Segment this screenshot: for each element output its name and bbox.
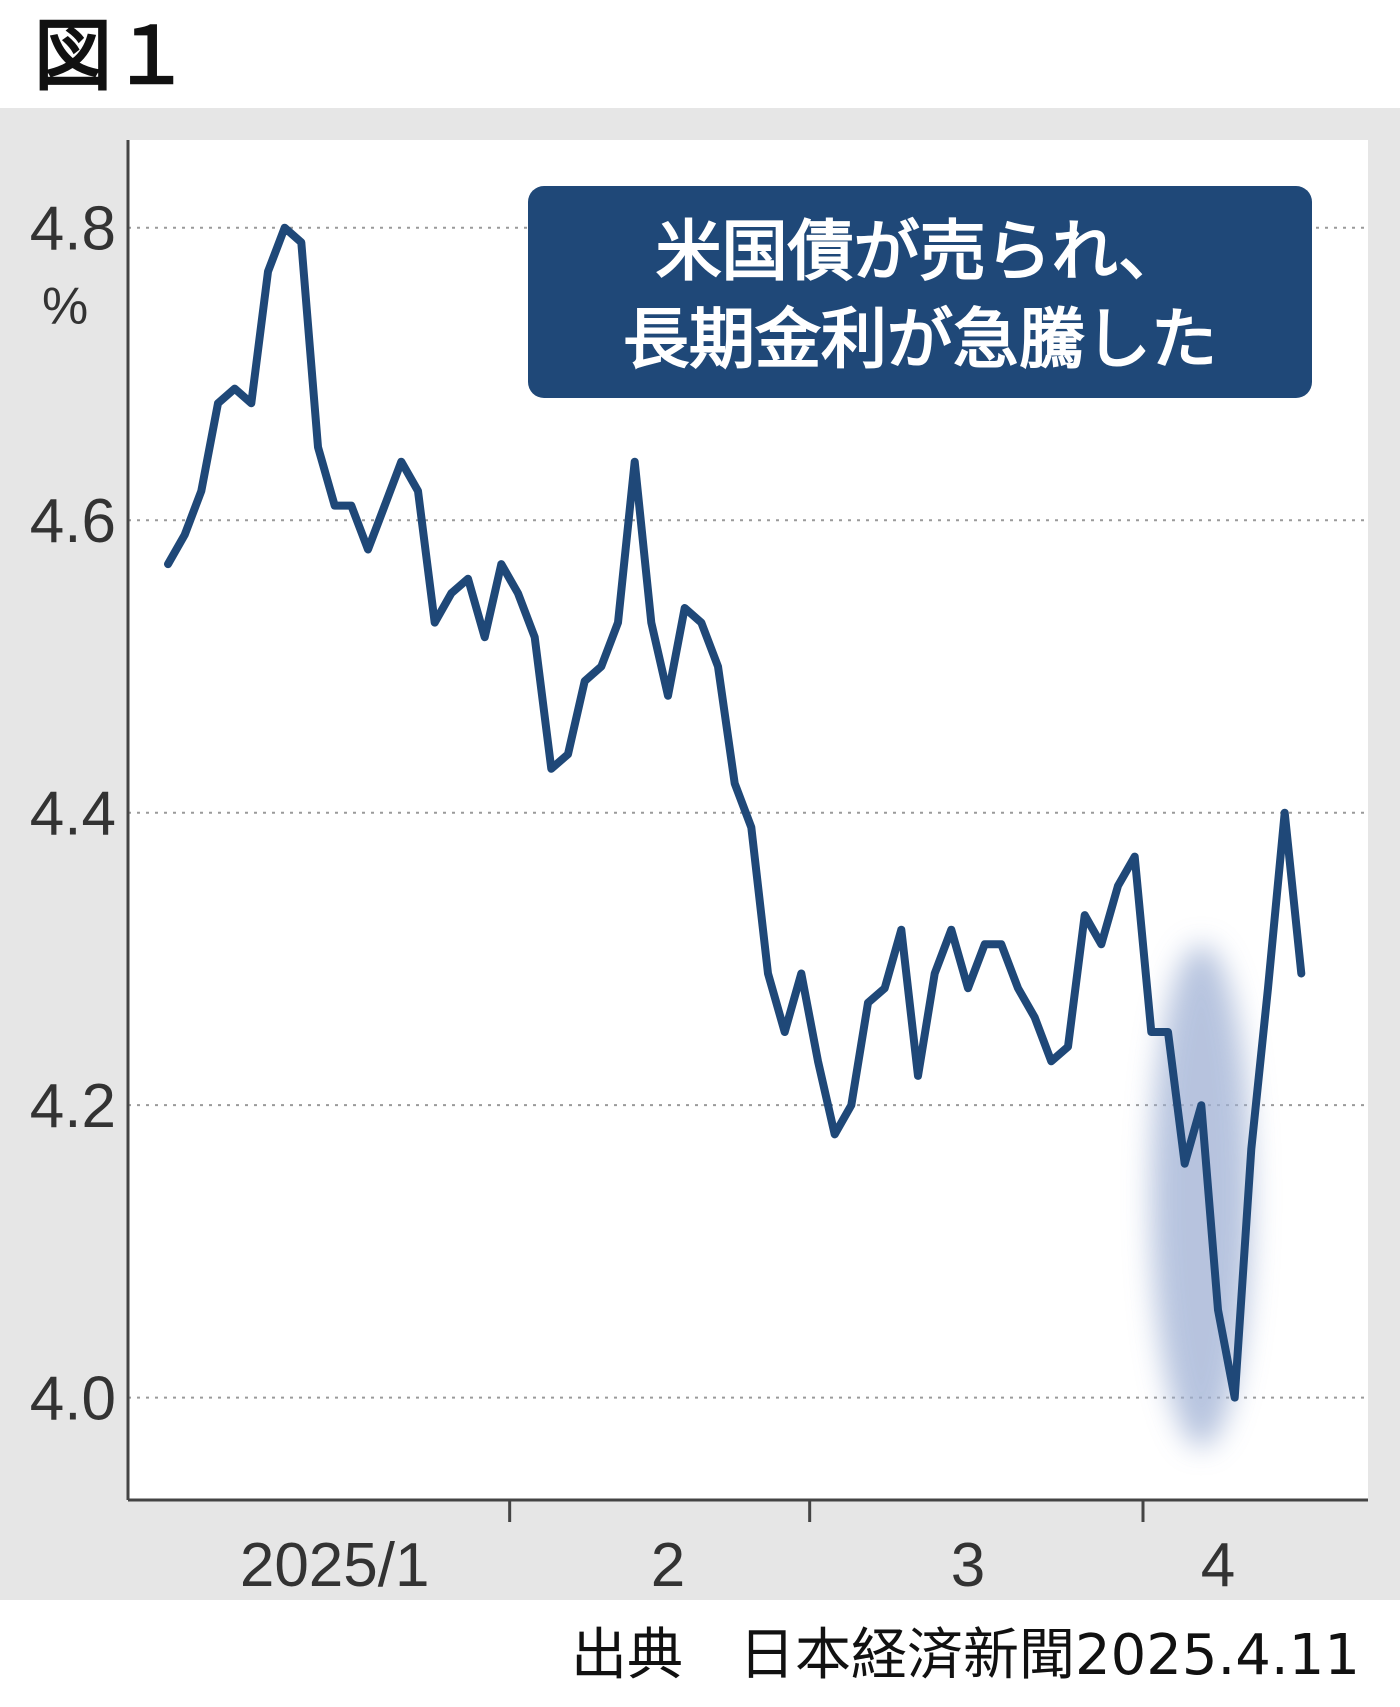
callout-text: 米国債が売られ、 xyxy=(656,213,1185,290)
y-tick-label: 4.8 xyxy=(30,195,116,264)
y-tick-label: 4.6 xyxy=(30,487,116,556)
x-tick-label: 4 xyxy=(1201,1531,1235,1600)
y-tick-label: 4.2 xyxy=(30,1072,116,1141)
series-line xyxy=(164,223,1306,1402)
y-tick-label: 4.0 xyxy=(30,1365,116,1434)
x-tick-label: 2025/1 xyxy=(240,1531,430,1600)
axes xyxy=(126,140,1368,1522)
callout-box: 米国債が売られ、長期金利が急騰した xyxy=(528,186,1312,398)
source-credit: 出典 日本経済新聞2025.4.11 xyxy=(570,1623,1360,1688)
figure-label: 図１ xyxy=(34,12,191,102)
series-lines xyxy=(164,223,1306,1402)
callout-rect xyxy=(528,186,1312,398)
y-unit-label: % xyxy=(42,278,88,336)
x-tick-label: 3 xyxy=(951,1531,985,1600)
line-chart: 4.8 4.6 4.4 4.2 4.0% 2025/1 2 3 4 米国債が売られ、長期金利が… xyxy=(0,108,1400,1600)
callout-text: 長期金利が急騰した xyxy=(623,301,1217,378)
y-tick-label: 4.4 xyxy=(30,780,116,849)
x-tick-labels: 2025/1 2 3 4 xyxy=(240,1531,1235,1600)
x-tick-label: 2 xyxy=(651,1531,685,1600)
y-tick-labels: 4.8 4.6 4.4 4.2 4.0% xyxy=(30,195,116,1434)
